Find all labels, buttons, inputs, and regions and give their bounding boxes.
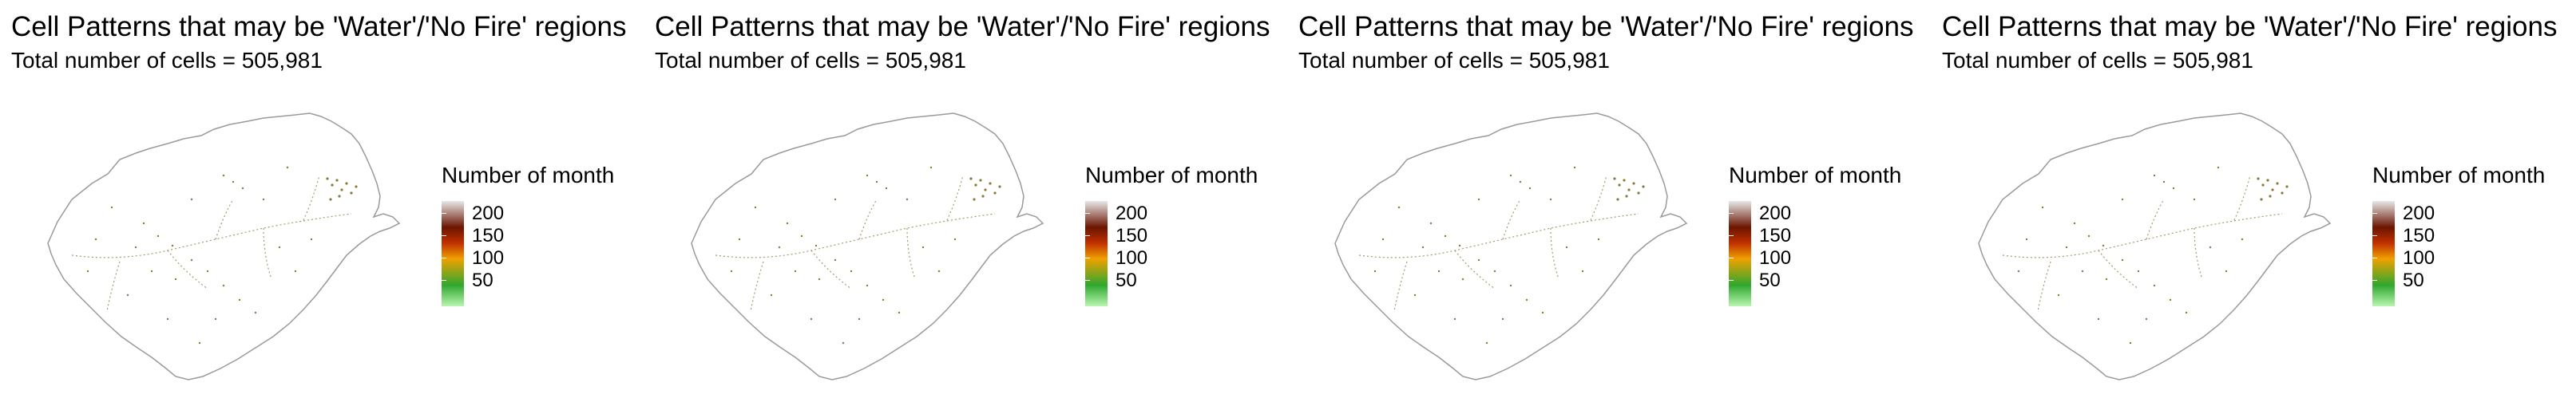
legend-colorbar [1085, 201, 1108, 306]
cell-dots [1373, 166, 1645, 345]
river-network [1358, 175, 1639, 312]
cell-dots [730, 166, 1001, 345]
panel-subtitle: Total number of cells = 505,981 [1298, 48, 1610, 73]
region-map-svg [1334, 112, 1688, 380]
map-panel-4: Cell Patterns that may be 'Water'/'No Fi… [1931, 0, 2574, 402]
legend-tick-150: 150 [1728, 225, 1792, 246]
legend-title: Number of month [2372, 163, 2546, 187]
region-boundary [47, 112, 401, 380]
region-map [668, 80, 1083, 391]
region-boundary [1334, 112, 1688, 380]
region-boundary [1978, 112, 2332, 380]
legend-colorbar [2372, 201, 2395, 306]
legend-tick-50: 50 [2372, 270, 2424, 291]
legend-tick-50: 50 [1729, 270, 1781, 291]
region-boundary [691, 112, 1044, 380]
panel-subtitle: Total number of cells = 505,981 [11, 48, 323, 73]
map-panel-1: Cell Patterns that may be 'Water'/'No Fi… [0, 0, 644, 402]
river-network [2002, 175, 2283, 312]
legend-colorbar-svg [1085, 201, 1108, 306]
panel-title: Cell Patterns that may be 'Water'/'No Fi… [655, 11, 1270, 42]
legend-title: Number of month [1729, 163, 1902, 187]
legend-tick-100: 100 [1728, 247, 1792, 269]
panel-title: Cell Patterns that may be 'Water'/'No Fi… [1298, 11, 1914, 42]
cell-dots [86, 166, 358, 345]
region-map [24, 80, 439, 391]
region-map-svg [691, 112, 1044, 380]
legend-title: Number of month [442, 163, 615, 187]
legend: Number of month [1728, 163, 1928, 322]
map-panel-3: Cell Patterns that may be 'Water'/'No Fi… [1287, 0, 1931, 402]
legend-tick-150: 150 [1084, 225, 1148, 246]
cell-dots [2017, 166, 2289, 345]
map-panel-2: Cell Patterns that may be 'Water'/'No Fi… [644, 0, 1287, 402]
legend-colorbar [442, 201, 464, 306]
legend-tick-100: 100 [441, 247, 505, 269]
legend-title: Number of month [1085, 163, 1258, 187]
legend-colorbar-svg [2372, 201, 2395, 306]
panel-subtitle: Total number of cells = 505,981 [1942, 48, 2253, 73]
legend: Number of month [1084, 163, 1285, 322]
legend-colorbar-svg [1729, 201, 1751, 306]
legend-tick-150: 150 [2372, 225, 2435, 246]
river-network [71, 175, 352, 312]
legend-colorbar [1729, 201, 1751, 306]
legend-tick-200: 200 [2372, 203, 2435, 224]
river-network [715, 175, 996, 312]
legend-tick-200: 200 [1084, 203, 1148, 224]
panel-title: Cell Patterns that may be 'Water'/'No Fi… [1942, 11, 2558, 42]
legend-tick-200: 200 [441, 203, 505, 224]
region-map-svg [1978, 112, 2332, 380]
legend: Number of month [2372, 163, 2572, 322]
legend-tick-150: 150 [441, 225, 505, 246]
legend-tick-100: 100 [1084, 247, 1148, 269]
panel-subtitle: Total number of cells = 505,981 [655, 48, 966, 73]
region-map-svg [47, 112, 401, 380]
legend-tick-200: 200 [1728, 203, 1792, 224]
legend-colorbar-svg [442, 201, 464, 306]
legend-tick-50: 50 [442, 270, 493, 291]
legend-tick-100: 100 [2372, 247, 2435, 269]
region-map [1311, 80, 1726, 391]
legend-tick-50: 50 [1085, 270, 1137, 291]
panel-title: Cell Patterns that may be 'Water'/'No Fi… [11, 11, 627, 42]
legend: Number of month [441, 163, 641, 322]
region-map [1955, 80, 2370, 391]
